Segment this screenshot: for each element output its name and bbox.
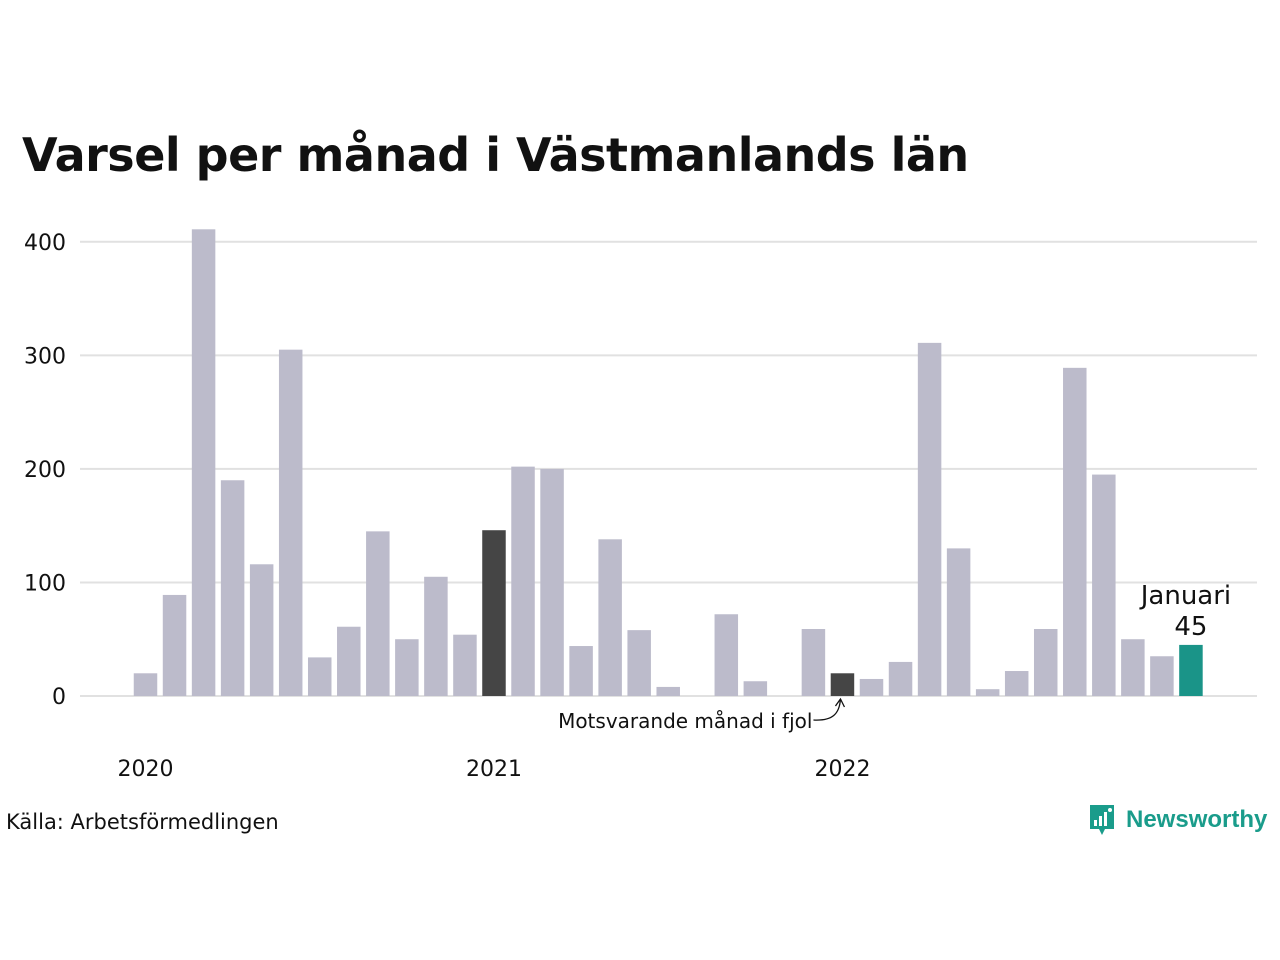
previous-year-arrowhead [834, 697, 846, 708]
gridlines [80, 240, 1257, 697]
bar-2020-07 [307, 657, 332, 696]
y-tick-label: 0 [52, 685, 66, 710]
bar-2020-09 [366, 531, 390, 696]
bar-2020-12 [453, 634, 477, 696]
x-axis-ticks: 2020 2021 2022 [118, 757, 871, 782]
y-tick-label: 100 [24, 571, 66, 596]
bar-2022-09 [1063, 367, 1087, 696]
source-note: Källa: Arbetsförmedlingen [6, 810, 279, 834]
bar-2021-01 [482, 530, 506, 696]
bar-2021-05 [598, 539, 622, 696]
bar-2021-02 [511, 466, 535, 696]
bar-2021-03 [540, 468, 564, 696]
bar-2021-06 [627, 630, 651, 696]
bar-2020-02 [162, 594, 187, 696]
y-tick-label: 400 [24, 231, 66, 256]
chart-title: Varsel per månad i Västmanlands län [22, 128, 969, 182]
previous-year-note: Motsvarande månad i fjol [558, 709, 812, 733]
previous-year-arrow [813, 698, 842, 721]
bar-2022-01 [830, 673, 855, 696]
bar-2020-03 [191, 229, 216, 696]
bar-2022-12 [1150, 656, 1174, 696]
bar-2022-03 [888, 661, 913, 696]
annotations: Januari 45 Motsvarande månad i fjol [558, 581, 1231, 733]
bar-2022-05 [946, 548, 971, 696]
current-month-label: Januari [1139, 581, 1231, 611]
bar-2020-05 [249, 564, 274, 696]
newsworthy-icon [1090, 805, 1114, 835]
bar-2022-11 [1121, 639, 1145, 696]
bar-2021-09 [714, 614, 739, 696]
bar-2021-04 [569, 646, 593, 696]
bar-2020-08 [337, 626, 361, 696]
bar-2020-01 [133, 673, 158, 696]
x-tick-label: 2022 [814, 757, 870, 782]
bar-2022-06 [975, 689, 1000, 696]
x-tick-label: 2020 [118, 757, 174, 782]
bar-2023-01 [1179, 644, 1203, 696]
bar-2020-10 [395, 639, 419, 696]
y-tick-label: 300 [24, 344, 66, 369]
bar-2021-12 [801, 629, 826, 696]
bar-2021-10 [743, 681, 768, 696]
bar-2021-07 [656, 686, 680, 696]
bar-2020-11 [424, 576, 448, 696]
y-tick-label: 200 [24, 458, 66, 483]
current-month-value: 45 [1174, 612, 1207, 642]
brand-name: Newsworthy [1126, 806, 1268, 833]
bar-2022-10 [1092, 474, 1116, 696]
bar-2022-04 [917, 342, 942, 696]
y-axis-ticks: 0 100 200 300 400 [24, 231, 66, 710]
bar-2022-08 [1033, 629, 1058, 696]
bars [133, 229, 1203, 696]
bar-2022-02 [859, 678, 884, 696]
bar-2022-07 [1004, 671, 1029, 696]
bar-2020-06 [278, 349, 303, 696]
x-tick-label: 2021 [466, 757, 522, 782]
brand-logo: Newsworthy [1088, 803, 1267, 837]
bar-2020-04 [220, 480, 245, 696]
